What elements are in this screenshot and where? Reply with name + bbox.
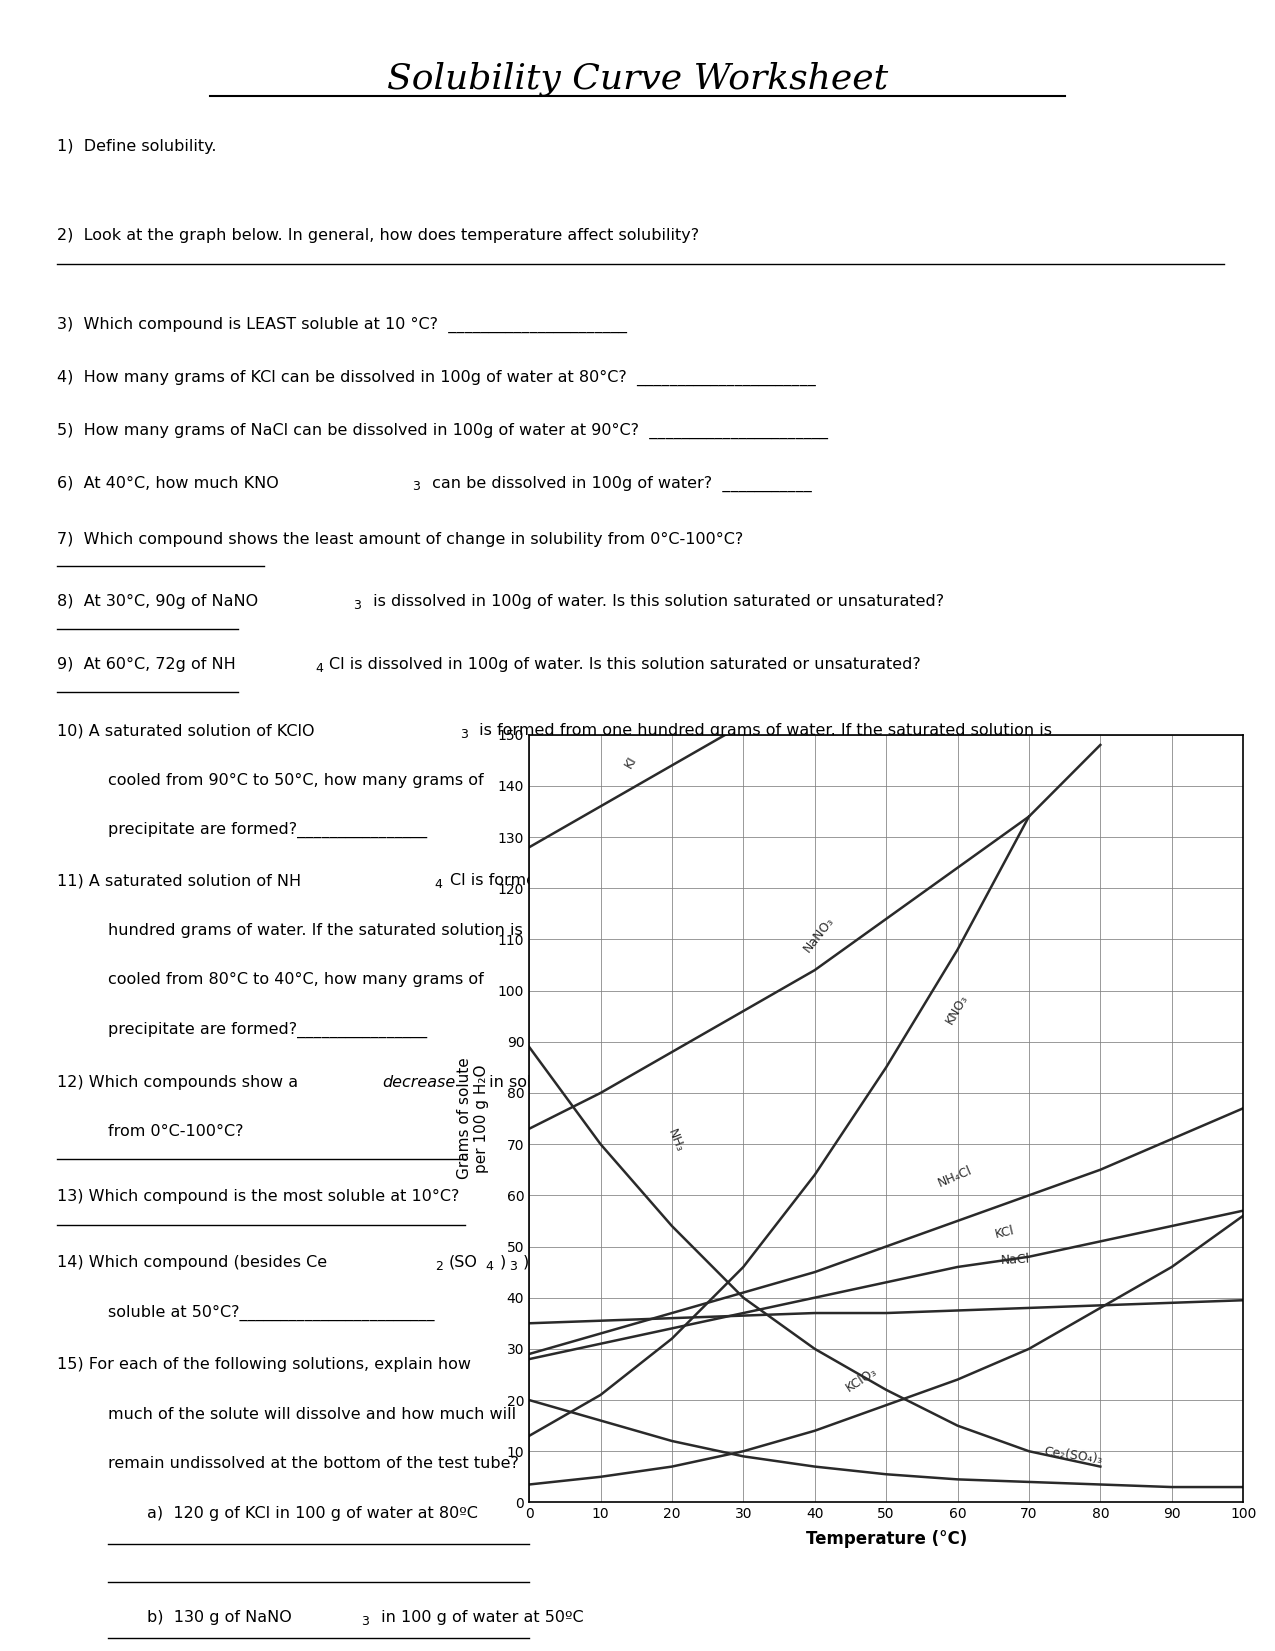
Text: 9)  At 60°C, 72g of NH: 9) At 60°C, 72g of NH [57, 657, 236, 672]
Text: in 100 g of water at 50ºC: in 100 g of water at 50ºC [376, 1610, 584, 1625]
Text: Cl is dissolved in 100g of water. Is this solution saturated or unsaturated?: Cl is dissolved in 100g of water. Is thi… [329, 657, 921, 672]
Text: 3: 3 [509, 1260, 516, 1273]
Text: 1)  Define solubility.: 1) Define solubility. [57, 139, 217, 154]
Text: 12) Which compounds show a: 12) Which compounds show a [57, 1075, 303, 1090]
Text: 8)  At 30°C, 90g of NaNO: 8) At 30°C, 90g of NaNO [57, 594, 259, 609]
Text: 7)  Which compound shows the least amount of change in solubility from 0°C-100°C: 7) Which compound shows the least amount… [57, 532, 743, 546]
Text: KI: KI [622, 755, 639, 771]
Text: (SO: (SO [449, 1255, 478, 1270]
Text: a)  120 g of KCl in 100 g of water at 80ºC: a) 120 g of KCl in 100 g of water at 80º… [147, 1506, 478, 1521]
Text: 13) Which compound is the most soluble at 10°C?: 13) Which compound is the most soluble a… [57, 1189, 460, 1204]
Text: 3)  Which compound is LEAST soluble at 10 °C?  ______________________: 3) Which compound is LEAST soluble at 10… [57, 317, 627, 334]
Text: KCl: KCl [993, 1225, 1015, 1242]
Text: b)  130 g of NaNO: b) 130 g of NaNO [147, 1610, 292, 1625]
Text: soluble at 50°C?________________________: soluble at 50°C?________________________ [108, 1304, 435, 1321]
Text: hundred grams of water. If the saturated solution is: hundred grams of water. If the saturated… [108, 923, 523, 938]
Text: from 0°C-100°C?: from 0°C-100°C? [108, 1124, 244, 1139]
Text: 2: 2 [435, 1260, 442, 1273]
Text: 11) A saturated solution of NH: 11) A saturated solution of NH [57, 873, 301, 888]
Text: NH₄Cl: NH₄Cl [936, 1164, 974, 1190]
Text: ): ) [500, 1255, 506, 1270]
Text: Ce₂(SO₄)₃: Ce₂(SO₄)₃ [1043, 1446, 1104, 1466]
Text: is formed from one hundred grams of water. If the saturated solution is: is formed from one hundred grams of wate… [474, 723, 1052, 738]
Text: cooled from 80°C to 40°C, how many grams of: cooled from 80°C to 40°C, how many grams… [108, 972, 484, 987]
Text: 2)  Look at the graph below. In general, how does temperature affect solubility?: 2) Look at the graph below. In general, … [57, 228, 700, 243]
Text: 15) For each of the following solutions, explain how: 15) For each of the following solutions,… [57, 1357, 472, 1372]
Text: can be dissolved in 100g of water?  ___________: can be dissolved in 100g of water? _____… [427, 475, 812, 492]
Text: 3: 3 [460, 728, 468, 741]
Text: precipitate are formed?________________: precipitate are formed?________________ [108, 822, 427, 839]
Text: 14) Which compound (besides Ce: 14) Which compound (besides Ce [57, 1255, 328, 1270]
Text: remain undissolved at the bottom of the test tube?: remain undissolved at the bottom of the … [108, 1456, 519, 1471]
Text: NaNO₃: NaNO₃ [801, 915, 836, 954]
Text: 4: 4 [315, 662, 323, 675]
Text: 10) A saturated solution of KClO: 10) A saturated solution of KClO [57, 723, 315, 738]
Text: 3: 3 [353, 599, 361, 613]
Text: 6)  At 40°C, how much KNO: 6) At 40°C, how much KNO [57, 475, 279, 490]
Y-axis label: Grams of solute
per 100 g H₂O: Grams of solute per 100 g H₂O [456, 1058, 490, 1179]
Text: 4: 4 [435, 878, 442, 892]
Text: NH₃: NH₃ [664, 1128, 686, 1154]
Text: NaCl: NaCl [1001, 1253, 1030, 1266]
Text: KNO₃: KNO₃ [944, 992, 970, 1027]
Text: 3: 3 [361, 1615, 368, 1628]
Text: precipitate are formed?________________: precipitate are formed?________________ [108, 1022, 427, 1038]
Text: 3: 3 [412, 480, 419, 494]
Text: decrease: decrease [382, 1075, 455, 1090]
Text: much of the solute will dissolve and how much will: much of the solute will dissolve and how… [108, 1407, 516, 1422]
Text: Cl is formed from one: Cl is formed from one [450, 873, 623, 888]
Text: Solubility Curve Worksheet: Solubility Curve Worksheet [386, 61, 889, 96]
Text: is dissolved in 100g of water. Is this solution saturated or unsaturated?: is dissolved in 100g of water. Is this s… [368, 594, 945, 609]
Text: 4)  How many grams of KCl can be dissolved in 100g of water at 80°C?  __________: 4) How many grams of KCl can be dissolve… [57, 370, 816, 386]
Text: 4: 4 [486, 1260, 493, 1273]
Text: 5)  How many grams of NaCl can be dissolved in 100g of water at 90°C?  _________: 5) How many grams of NaCl can be dissolv… [57, 423, 829, 439]
Text: KClO₃: KClO₃ [843, 1365, 880, 1395]
Text: ) is the least: ) is the least [523, 1255, 622, 1270]
Text: cooled from 90°C to 50°C, how many grams of: cooled from 90°C to 50°C, how many grams… [108, 773, 484, 788]
Text: in solubility: in solubility [484, 1075, 581, 1090]
X-axis label: Temperature (°C): Temperature (°C) [806, 1529, 966, 1547]
